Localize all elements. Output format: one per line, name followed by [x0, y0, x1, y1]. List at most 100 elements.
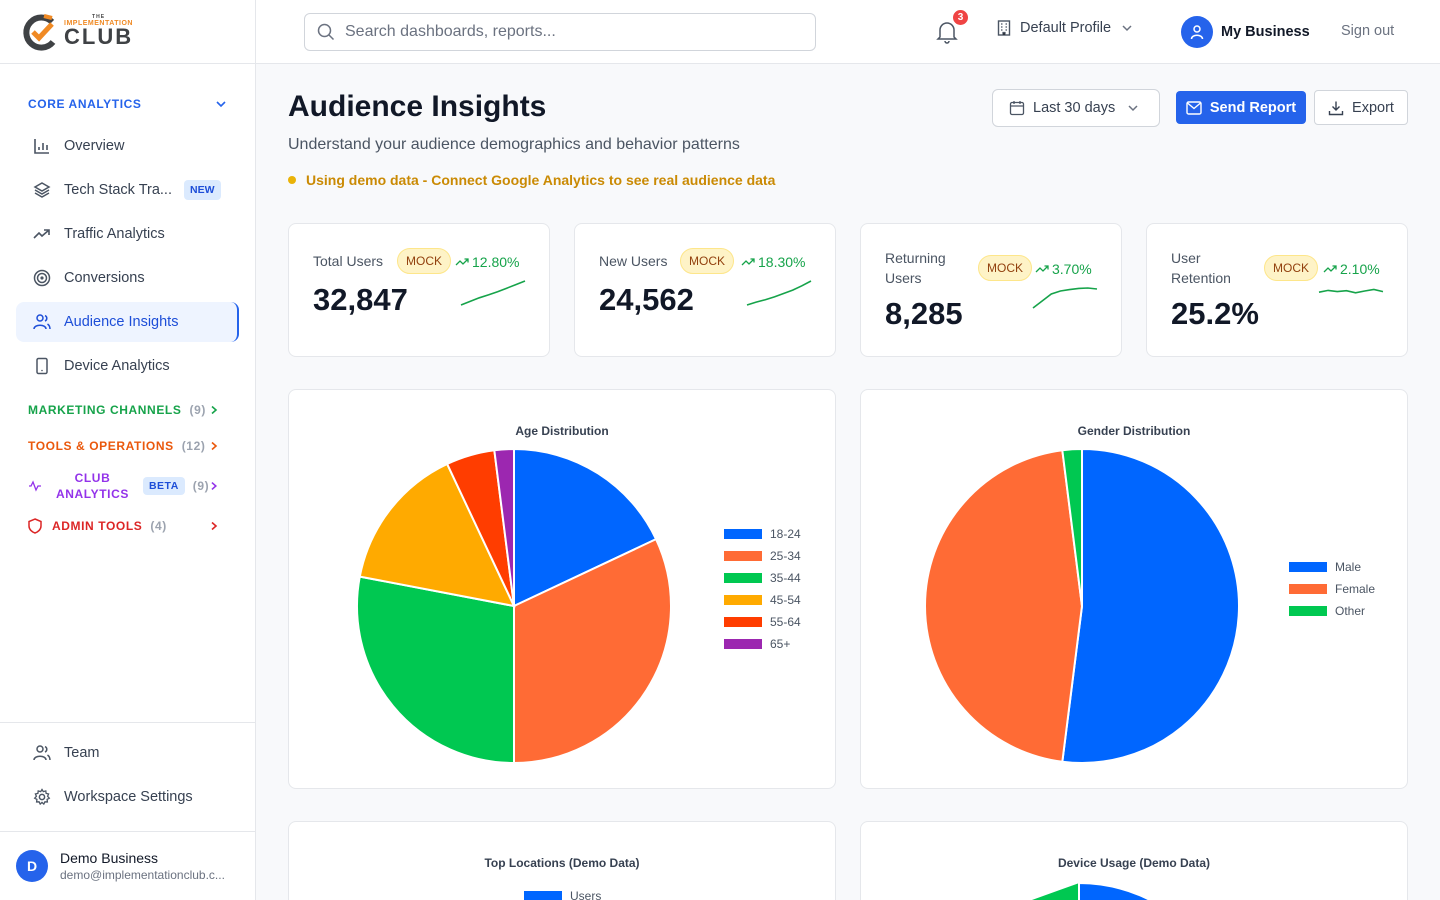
sidebar-item-audience-insights[interactable]: Audience Insights [16, 302, 239, 342]
legend-item[interactable]: 18-24 [724, 523, 801, 545]
chevron-right-icon [211, 441, 218, 451]
legend-item[interactable]: Female [1289, 578, 1375, 600]
user-email: demo@implementationclub.c... [60, 868, 225, 882]
logo-area: THE IMPLEMENTATION CLUB [0, 0, 255, 64]
trending-up-icon [455, 258, 469, 266]
sidebar-item-label: Device Analytics [64, 358, 170, 374]
device-slice-desktop [1078, 881, 1153, 900]
legend-item[interactable]: 45-54 [724, 589, 801, 611]
section-label-line2: ANALYTICS [56, 487, 129, 501]
date-range-select[interactable]: Last 30 days [992, 89, 1160, 127]
legend-label: Users [570, 889, 602, 900]
business-account[interactable]: My Business [1181, 16, 1310, 48]
calendar-icon [1009, 101, 1025, 116]
legend-item[interactable]: Male [1289, 556, 1375, 578]
section-core-analytics[interactable]: CORE ANALYTICS [16, 90, 239, 118]
brand-logo[interactable]: THE IMPLEMENTATION CLUB [22, 12, 133, 52]
pie-slice-male[interactable] [1061, 447, 1240, 764]
kpi-label: New Users [599, 253, 668, 269]
brand-implementation: IMPLEMENTATION [64, 20, 133, 27]
legend-label: Female [1335, 582, 1376, 596]
sidebar-item-team[interactable]: Team [16, 733, 239, 773]
status-dot [288, 176, 296, 184]
legend-swatch [724, 529, 762, 539]
legend-item[interactable]: 55-64 [724, 611, 801, 633]
sidebar-item-label: Conversions [64, 270, 145, 286]
sparkline [1032, 287, 1098, 309]
kpi-value: 25.2% [1171, 296, 1259, 331]
sidebar-item-workspace-settings[interactable]: Workspace Settings [16, 777, 239, 817]
trending-up-icon [32, 224, 52, 244]
trending-up-icon [741, 258, 755, 266]
section-tools-operations[interactable]: TOOLS & OPERATIONS (12) [16, 432, 239, 460]
section-marketing-channels[interactable]: MARKETING CHANNELS (9) [16, 396, 239, 424]
age-distribution-card: Age Distribution 18-24 25-34 35-44 45-54 55-… [288, 389, 836, 789]
legend-item[interactable]: 35-44 [724, 567, 801, 589]
sidebar-item-label: Workspace Settings [64, 789, 193, 805]
section-count: (12) [181, 439, 206, 453]
export-label: Export [1352, 99, 1394, 116]
search-box[interactable] [304, 13, 816, 51]
chevron-down-icon [1122, 25, 1132, 32]
sidebar-item-tech-stack[interactable]: Tech Stack Tra... NEW [16, 170, 239, 210]
sidebar: THE IMPLEMENTATION CLUB CORE ANALYTICS O… [0, 0, 256, 900]
device-pie-chart [1026, 880, 1153, 900]
pie-slice-25-34[interactable] [513, 537, 672, 765]
send-report-button[interactable]: Send Report [1176, 91, 1306, 124]
legend-item[interactable]: Other [1289, 600, 1375, 622]
notification-badge: 3 [953, 10, 968, 25]
bell-icon[interactable] [936, 20, 958, 44]
age-legend: 18-24 25-34 35-44 45-54 55-64 65+ [724, 523, 801, 655]
sparkline [1318, 288, 1384, 294]
profile-selector[interactable]: Default Profile [997, 20, 1133, 36]
sparkline-path [1032, 287, 1098, 309]
legend-label: Other [1335, 604, 1366, 618]
sidebar-item-label: Traffic Analytics [64, 226, 165, 242]
building-icon [997, 20, 1011, 36]
chevron-right-icon [211, 521, 218, 531]
sidebar-item-device-analytics[interactable]: Device Analytics [16, 346, 239, 386]
kpi-value: 32,847 [313, 282, 408, 317]
pie-slice-65-[interactable] [493, 447, 515, 607]
device-usage-card: Device Usage (Demo Data) [860, 821, 1408, 900]
sign-out-link[interactable]: Sign out [1341, 23, 1395, 39]
export-button[interactable]: Export [1314, 90, 1408, 125]
pie-slice-female[interactable] [924, 449, 1084, 763]
legend-item[interactable]: 25-34 [724, 545, 801, 567]
section-label-line1: CLUB [74, 471, 111, 485]
brand-the: THE [92, 14, 106, 20]
search-input[interactable] [345, 23, 785, 41]
section-club-analytics[interactable]: CLUB ANALYTICS BETA (9) [16, 468, 239, 504]
legend-item[interactable]: 65+ [724, 633, 801, 655]
mock-badge: MOCK [978, 255, 1032, 281]
kpi-value: 8,285 [885, 296, 963, 331]
brand-club: CLUB [64, 24, 134, 49]
pie-slice-45-54[interactable] [358, 462, 516, 608]
mock-badge: MOCK [680, 248, 734, 274]
kpi-delta: 18.30% [741, 254, 805, 270]
sidebar-item-label: Audience Insights [64, 314, 179, 330]
legend-label: 45-54 [770, 593, 801, 607]
sidebar-item-label: Tech Stack Tra... [64, 182, 172, 198]
pie-slice-18-24[interactable] [513, 447, 658, 608]
sidebar-nav: CORE ANALYTICS Overview Tech Stack Tra..… [0, 64, 255, 540]
users-icon [32, 312, 52, 332]
kpi-delta: 12.80% [455, 254, 519, 270]
pie-slice-other[interactable] [1061, 447, 1083, 607]
section-core-analytics-label: CORE ANALYTICS [28, 97, 142, 111]
sidebar-item-label: Team [64, 745, 100, 761]
kpi-value: 24,562 [599, 282, 694, 317]
sparkline-path [746, 280, 812, 306]
kpi-label: Total Users [313, 253, 384, 269]
section-label: TOOLS & OPERATIONS [28, 439, 174, 453]
pie-slice-35-44[interactable] [356, 575, 515, 765]
legend-swatch [1289, 584, 1327, 594]
section-admin-tools[interactable]: ADMIN TOOLS (4) [16, 512, 239, 540]
sidebar-item-overview[interactable]: Overview [16, 126, 239, 166]
section-count: (4) [150, 519, 167, 533]
demo-data-notice: Using demo data - Connect Google Analyti… [288, 172, 775, 188]
sidebar-item-conversions[interactable]: Conversions [16, 258, 239, 298]
user-account[interactable]: D Demo Business demo@implementationclub.… [0, 831, 255, 900]
sidebar-item-traffic-analytics[interactable]: Traffic Analytics [16, 214, 239, 254]
legend-swatch [1289, 562, 1327, 572]
